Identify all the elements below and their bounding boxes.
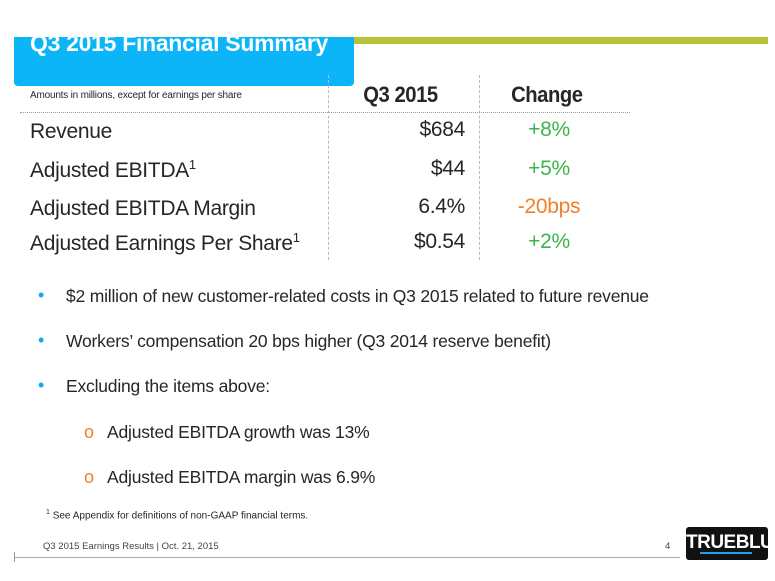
table-row-change: +2%	[528, 230, 570, 253]
bullet-icon: •	[38, 330, 45, 350]
row-footnote-marker: 1	[188, 157, 196, 172]
page-title: Q3 2015 Financial Summary	[30, 30, 329, 56]
header-divider	[20, 112, 630, 113]
bullet-item: Excluding the items above:	[66, 376, 270, 396]
row-label-text: Adjusted Earnings Per Share	[30, 232, 293, 255]
footnote-text: See Appendix for definitions of non-GAAP…	[52, 510, 309, 522]
row-label-text: Adjusted EBITDA	[30, 159, 189, 182]
row-footnote-marker: 1	[292, 230, 300, 245]
table-row-value: $0.54	[413, 230, 465, 253]
logo-underline	[700, 552, 752, 554]
table-row-change: -20bps	[517, 195, 581, 218]
page-number: 4	[665, 541, 671, 552]
column-header-q3-2015: Q3 2015	[363, 82, 438, 107]
accent-line	[354, 37, 768, 44]
row-label-text: Adjusted EBITDA Margin	[30, 197, 256, 220]
table-row-label: Adjusted EBITDA1	[30, 157, 196, 183]
footnote-marker: 1	[46, 509, 50, 516]
row-label-text: Revenue	[30, 120, 112, 143]
table-note: Amounts in millions, except for earnings…	[30, 90, 242, 101]
table-row-change: +8%	[528, 118, 570, 141]
column-divider	[479, 75, 480, 260]
sub-bullet-item: Adjusted EBITDA margin was 6.9%	[107, 467, 376, 487]
footer-line	[14, 557, 680, 558]
table-row-value: 6.4%	[418, 195, 465, 218]
sub-bullet-icon: o	[84, 422, 95, 442]
column-divider	[328, 75, 329, 260]
footnote: 1 See Appendix for definitions of non-GA…	[46, 509, 308, 521]
trueblue-logo: TRUEBLUE	[686, 527, 775, 560]
column-header-change: Change	[511, 82, 583, 107]
table-row-change: +5%	[528, 157, 570, 180]
footer-text: Q3 2015 Earnings Results | Oct. 21, 2015	[43, 541, 219, 552]
bullet-icon: •	[38, 285, 45, 305]
logo-text: TRUEBLUE	[686, 532, 775, 553]
table-row-label: Adjusted EBITDA Margin	[30, 195, 256, 221]
bullet-item: Workers’ compensation 20 bps higher (Q3 …	[66, 331, 551, 351]
bullet-item: $2 million of new customer-related costs…	[66, 286, 649, 306]
table-row-label: Revenue	[30, 118, 112, 144]
sub-bullet-item: Adjusted EBITDA growth was 13%	[107, 422, 370, 442]
table-row-value: $44	[430, 157, 465, 180]
table-row-label: Adjusted Earnings Per Share1	[30, 230, 300, 256]
title-bar	[14, 37, 354, 86]
table-row-value: $684	[419, 118, 465, 141]
sub-bullet-icon: o	[84, 467, 95, 487]
bullet-icon: •	[38, 375, 45, 395]
footer-tick	[14, 552, 15, 562]
